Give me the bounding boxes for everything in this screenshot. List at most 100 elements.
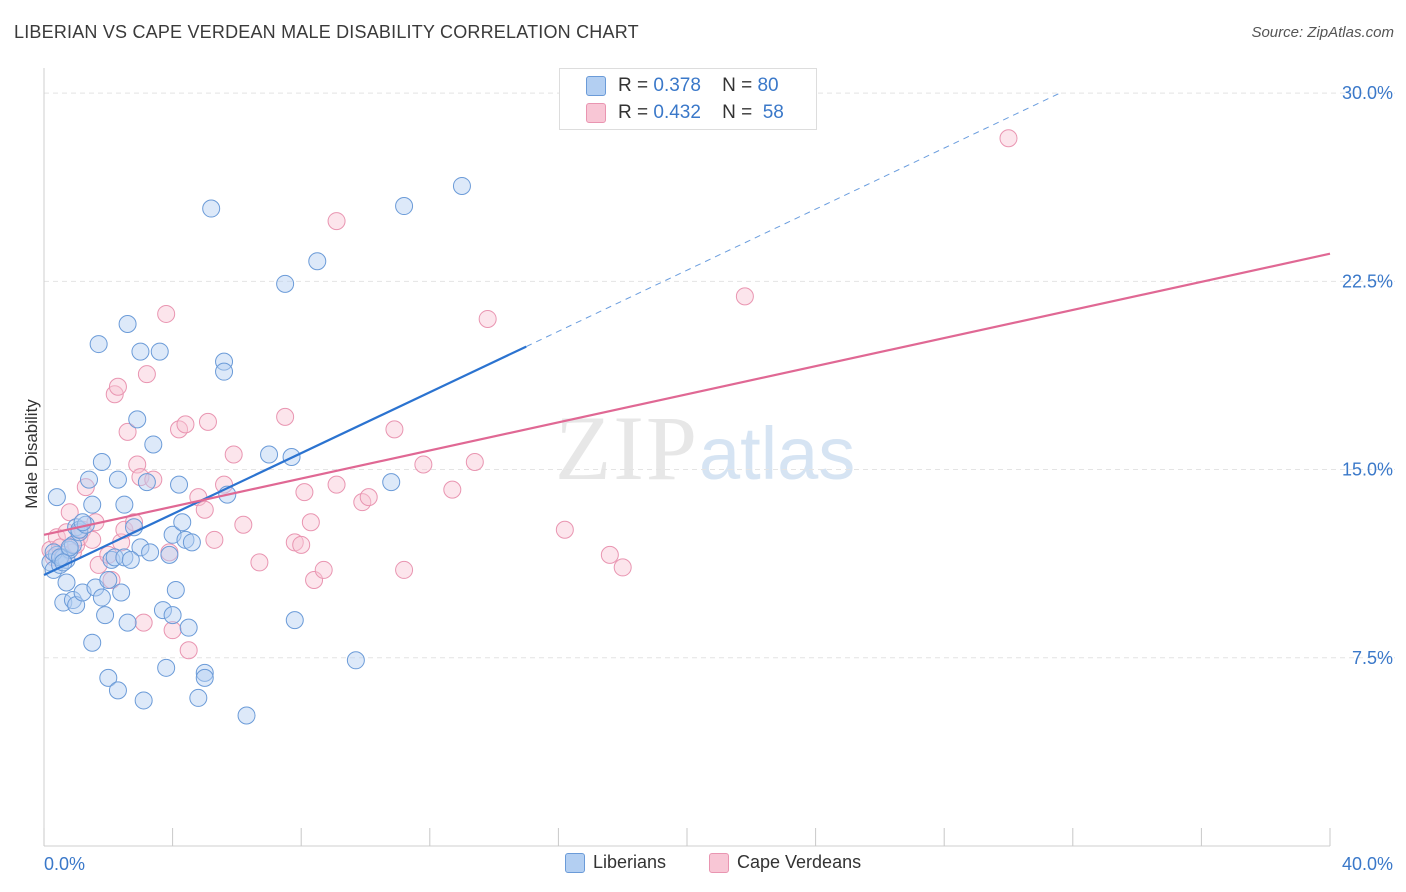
data-point-liberian [157,658,176,677]
series-legend-cape-verdeans: Cape Verdeans [709,852,861,873]
data-point-liberian [237,706,256,725]
data-point-cape-verdean [108,377,127,396]
data-point-liberian [134,691,153,710]
x-tick-label: 0.0% [44,854,85,874]
data-point-liberian [153,601,172,620]
data-point-liberian [160,545,179,564]
data-point-liberian [108,470,127,489]
source-credit: Source: ZipAtlas.com [1251,24,1394,41]
legend-r-value: 0.432 [653,102,701,123]
data-point-liberian [137,473,156,492]
data-point-liberian [57,573,76,592]
data-point-liberian [276,274,295,293]
data-point-liberian [166,581,185,600]
data-point-liberian [121,550,140,569]
data-point-cape-verdean [276,407,295,426]
legend-r-label: R = [618,75,649,96]
cape-verdean-points [41,129,1018,660]
data-point-cape-verdean [205,530,224,549]
series-label-liberians: Liberians [593,852,667,872]
data-point-liberian [179,618,198,637]
data-point-cape-verdean [179,641,198,660]
data-point-liberian [131,538,150,557]
watermark-atlas: atlas [699,412,856,495]
data-point-liberian [195,663,214,682]
data-point-cape-verdean [305,570,324,589]
data-point-cape-verdean [600,545,619,564]
data-point-liberian [260,445,279,464]
trend-line-cape-verdeans [43,252,1331,536]
data-point-liberian [173,513,192,532]
series-legend-liberians: Liberians [565,852,666,873]
data-point-cape-verdean [443,480,462,499]
liberian-points [41,176,471,725]
data-point-liberian [395,197,414,216]
data-point-liberian [202,199,221,218]
data-point-liberian [144,435,163,454]
legend-row-cape-verdeans: R = 0.432 N = 58 [586,102,784,124]
data-point-liberian [308,252,327,271]
data-point-liberian [382,473,401,492]
data-point-cape-verdean [395,560,414,579]
data-point-liberian [83,495,102,514]
data-point-cape-verdean [295,483,314,502]
data-point-cape-verdean [198,412,217,431]
data-point-liberian [47,488,66,507]
data-point-cape-verdean [292,535,311,554]
data-point-cape-verdean [118,422,137,441]
chart-title: LIBERIAN VS CAPE VERDEAN MALE DISABILITY… [14,22,639,42]
y-tick-label: 15.0% [1342,460,1393,480]
data-point-cape-verdean [478,309,497,328]
data-point-liberian [215,352,234,371]
data-point-liberian [92,453,111,472]
data-point-liberian [131,342,150,361]
data-point-liberian [118,314,137,333]
data-point-cape-verdean [234,515,253,534]
data-point-cape-verdean [163,621,182,640]
data-point-cape-verdean [157,304,176,323]
data-point-cape-verdean [301,513,320,532]
data-point-liberian [118,613,137,632]
data-point-liberian [51,548,70,567]
data-point-cape-verdean [359,488,378,507]
data-point-cape-verdean [465,453,484,472]
data-point-cape-verdean [613,558,632,577]
trend-line-liberians [43,345,527,576]
data-point-liberian [99,570,118,589]
data-point-cape-verdean [224,445,243,464]
data-point-liberian [108,681,127,700]
trend-lines [43,92,1331,576]
data-point-liberian [182,533,201,552]
data-point-cape-verdean [327,475,346,494]
watermark-zip: ZIP [555,397,699,499]
legend-row-liberians: R = 0.378 N = 80 [586,75,779,97]
data-point-liberian [150,342,169,361]
tick-labels: 7.5% 15.0% 22.5% 30.0% 0.0% 40.0% [44,83,1393,874]
series-legend: Liberians Cape Verdeans [0,850,1406,878]
legend-r-label: R = [618,102,649,123]
correlation-legend: R = 0.378 N = 80 R = 0.432 N = 58 [559,68,817,130]
data-point-cape-verdean [60,503,79,522]
data-point-liberian [170,475,189,494]
data-point-liberian [189,688,208,707]
series-swatch-cape-verdeans [709,852,729,873]
legend-r-value: 0.378 [653,75,701,96]
data-point-liberian [163,606,182,625]
data-point-liberian [96,606,115,625]
data-point-liberian [215,362,234,381]
data-point-cape-verdean [125,513,144,532]
data-point-liberian [92,588,111,607]
data-point-liberian [80,470,99,489]
data-point-liberian [63,591,82,610]
data-point-liberian [128,410,147,429]
data-point-liberian [112,583,131,602]
data-point-liberian [452,176,471,195]
data-point-cape-verdean [555,520,574,539]
y-tick-label: 30.0% [1342,83,1393,103]
data-point-cape-verdean [327,212,346,231]
legend-swatch-cape-verdeans [586,103,606,123]
data-point-liberian [99,668,118,687]
data-point-liberian [141,543,160,562]
data-point-cape-verdean [735,287,754,306]
